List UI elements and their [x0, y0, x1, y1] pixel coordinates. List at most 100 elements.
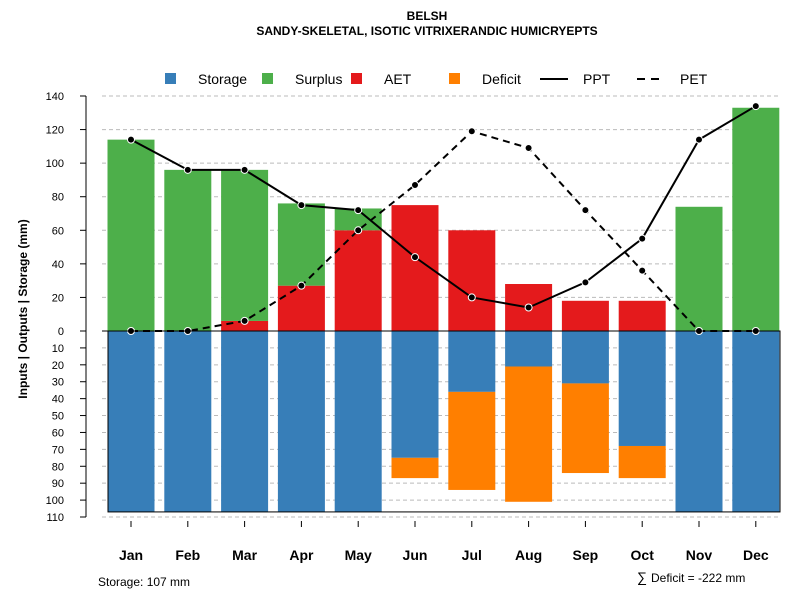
- bar-surplus-nov: [675, 206, 723, 331]
- x-tick-label-oct: Oct: [631, 547, 655, 563]
- y-tick-label: 60: [52, 225, 64, 237]
- pet-point: [354, 226, 363, 235]
- bar-storage-sep: [561, 331, 609, 384]
- ppt-point: [297, 201, 306, 210]
- bar-aet-jul: [448, 230, 496, 331]
- bar-storage-nov: [675, 331, 723, 512]
- bar-storage-apr: [277, 331, 325, 512]
- y-tick-label: 20: [52, 292, 64, 304]
- axes: 0 20 40 60 80 100 120 140 10 20 30 40 50 60 70 80 90 100 1…: [46, 91, 780, 563]
- y-tick-label: 40: [52, 259, 64, 271]
- ppt-point: [127, 135, 135, 144]
- y-tick-label: 80: [52, 192, 64, 204]
- ppt-point: [751, 102, 760, 111]
- y-tick-label: 90: [52, 478, 64, 490]
- chart-subtitle: SANDY-SKELETAL, ISOTIC VITRIXERANDIC HUM…: [256, 24, 597, 38]
- ppt-point: [240, 165, 249, 174]
- x-tick-label-mar: Mar: [232, 547, 257, 563]
- bar-surplus-jan: [107, 139, 155, 331]
- y-tick-label: 110: [46, 512, 64, 524]
- bar-surplus-mar: [221, 169, 269, 321]
- pet-line: [131, 130, 756, 332]
- ppt-point: [467, 293, 476, 302]
- bar-storage-dec: [732, 331, 780, 512]
- bar-deficit-jul: [448, 391, 496, 490]
- y-axis-label: Inputs | Outputs | Storage (mm): [16, 219, 30, 398]
- ppt-point: [411, 253, 419, 262]
- pet-point: [411, 180, 419, 189]
- chart-title: BELSH: [407, 9, 448, 23]
- x-tick-label-may: May: [345, 547, 372, 563]
- legend-label-surplus: Surplus: [295, 71, 342, 87]
- pet-point: [638, 266, 647, 275]
- gridlines: [102, 95, 780, 518]
- x-tick-label-apr: Apr: [289, 547, 314, 563]
- x-tick-label-sep: Sep: [573, 547, 599, 563]
- ppt-point: [638, 234, 647, 243]
- y-tick-label: 120: [46, 125, 64, 137]
- x-tick-label-dec: Dec: [743, 547, 769, 563]
- legend-swatch-aet: [351, 73, 362, 84]
- y-tick-label: 20: [52, 360, 64, 372]
- bar-surplus-may: [334, 208, 382, 231]
- bar-deficit-sep: [561, 383, 609, 474]
- storage-note: Storage: 107 mm: [98, 575, 190, 589]
- legend-swatch-surplus: [262, 73, 273, 84]
- y-tick-label: 30: [52, 377, 64, 389]
- ppt-point: [354, 206, 363, 215]
- bar-deficit-aug: [505, 366, 553, 502]
- ppt-point: [524, 303, 533, 312]
- deficit-note: Deficit = -222 mm: [651, 571, 745, 585]
- legend-label-deficit: Deficit: [482, 71, 521, 87]
- pet-point: [524, 144, 533, 153]
- bar-surplus-dec: [732, 107, 780, 331]
- legend-label-pet: PET: [680, 71, 708, 87]
- legend-label-ppt: PPT: [583, 71, 611, 87]
- x-tick-label-jan: Jan: [119, 547, 143, 563]
- bar-storage-feb: [164, 331, 212, 512]
- bar-aet-apr: [277, 285, 325, 331]
- y-tick-label: 100: [46, 158, 64, 170]
- bar-deficit-oct: [618, 445, 666, 479]
- y-tick-label: 140: [46, 91, 64, 103]
- pet-point: [240, 316, 249, 325]
- x-tick-label-feb: Feb: [175, 547, 200, 563]
- bar-storage-aug: [505, 331, 553, 367]
- legend-label-aet: AET: [384, 71, 412, 87]
- bar-storage-jul: [448, 331, 496, 392]
- bar-surplus-apr: [277, 203, 325, 286]
- legend-label-storage: Storage: [198, 71, 247, 87]
- bar-storage-jun: [391, 331, 439, 458]
- legend-swatch-storage: [165, 73, 176, 84]
- ppt-line: [130, 105, 757, 309]
- pet-point: [467, 127, 476, 136]
- deficit-symbol: ∑: [637, 569, 647, 585]
- bar-storage-mar: [221, 331, 269, 512]
- y-tick-label: 100: [46, 495, 64, 507]
- y-tick-label: 10: [52, 343, 64, 355]
- x-tick-label-jun: Jun: [403, 547, 428, 563]
- ppt-point: [695, 135, 703, 144]
- y-tick-label: 70: [52, 444, 64, 456]
- bar-deficit-jun: [391, 457, 439, 479]
- pet-point: [581, 206, 590, 215]
- x-tick-label-nov: Nov: [686, 547, 713, 563]
- ppt-point: [183, 165, 192, 174]
- bar-aet-mar: [221, 320, 269, 331]
- bar-storage-jan: [107, 331, 155, 512]
- legend-swatch-deficit: [449, 73, 460, 84]
- pet-point: [297, 281, 306, 290]
- series-lines: [127, 102, 760, 335]
- x-tick-label-jul: Jul: [462, 547, 482, 563]
- bar-aet-oct: [618, 300, 666, 331]
- bar-storage-may: [334, 331, 382, 512]
- bar-storage-oct: [618, 331, 666, 446]
- y-tick-label: 80: [52, 461, 64, 473]
- bar-surplus-feb: [164, 169, 212, 331]
- y-tick-label: 50: [52, 411, 64, 423]
- y-tick-label: 0: [58, 326, 64, 338]
- x-tick-label-aug: Aug: [515, 547, 542, 563]
- y-tick-label: 40: [52, 394, 64, 406]
- bar-aet-may: [334, 230, 382, 331]
